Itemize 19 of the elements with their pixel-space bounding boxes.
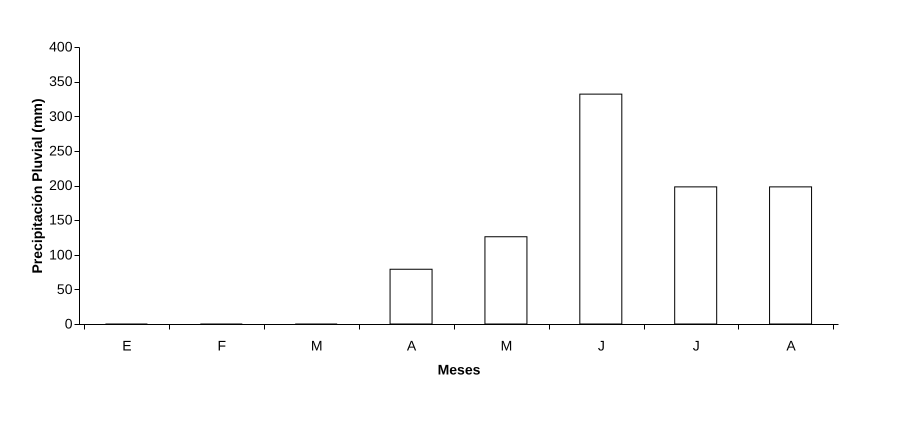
x-tick-label: A (406, 338, 417, 354)
x-tick-label: M (500, 338, 512, 354)
x-tick-label: A (786, 338, 796, 354)
y-tick-label: 150 (49, 212, 73, 228)
x-tick-label: J (692, 338, 700, 354)
y-axis-title: Precipitación Pluvial (mm) (29, 98, 46, 274)
x-axis-title: Meses (438, 362, 481, 378)
y-tick-label: 250 (49, 142, 73, 158)
y-tick-label: 50 (56, 280, 73, 297)
y-tick-label: 200 (49, 177, 73, 193)
y-tick-label: 100 (49, 246, 73, 262)
x-tick-label: J (598, 338, 605, 354)
y-tick-label: 400 (49, 38, 73, 54)
y-tick-label: 300 (49, 108, 73, 124)
x-tick-label: M (310, 338, 323, 354)
x-tick-label: F (218, 338, 226, 354)
y-tick-label: 350 (49, 73, 73, 90)
y-tick-label: 0 (64, 316, 73, 332)
x-tick-label: E (122, 338, 132, 354)
